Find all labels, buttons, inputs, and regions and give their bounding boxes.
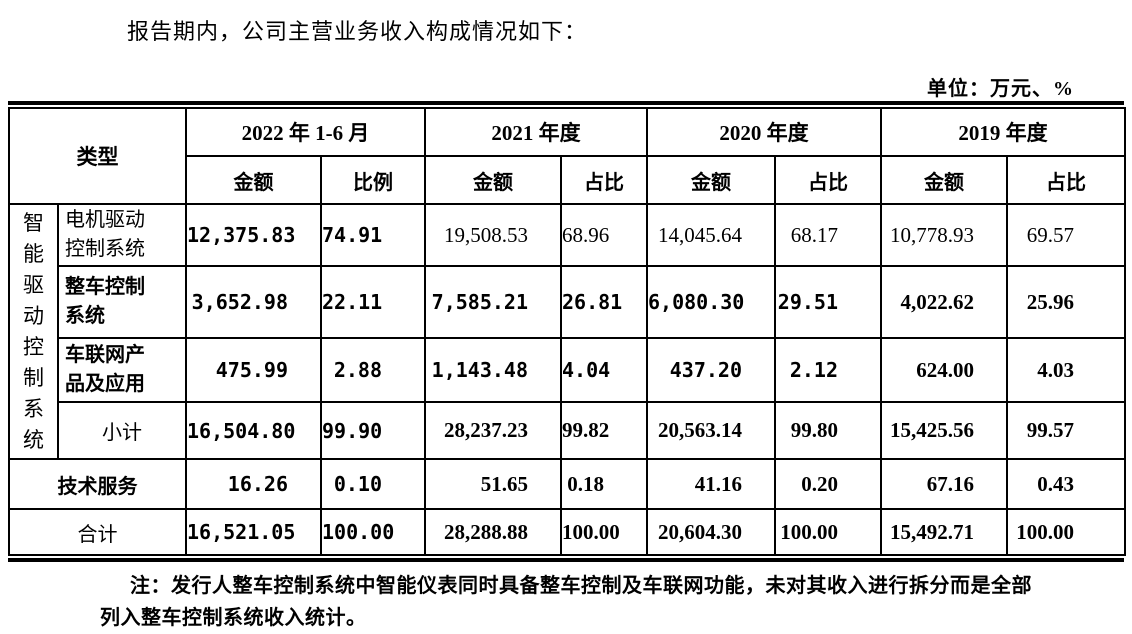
ratio-cell: 29.51 — [774, 265, 882, 339]
table-row-subtotal: 小计 16,504.80 99.90 28,237.23 99.82 20,56… — [9, 401, 1126, 460]
ratio-cell: 26.81 — [560, 265, 648, 339]
header-amount-2020: 金额 — [646, 155, 776, 205]
ratio-cell: 100.00 — [320, 508, 426, 556]
ratio-cell: 0.18 — [560, 458, 648, 510]
footnote: 注：发行人整车控制系统中智能仪表同时具备整车控制及车联网功能，未对其收入进行拆分… — [100, 575, 1032, 629]
ratio-cell: 99.90 — [320, 401, 426, 460]
amount-cell: 16.26 — [185, 458, 322, 510]
amount-cell: 7,585.21 — [424, 265, 562, 339]
ratio-cell: 99.80 — [774, 401, 882, 460]
row-label: 技术服务 — [8, 458, 187, 510]
ratio-cell: 99.57 — [1006, 401, 1126, 460]
amount-cell: 20,563.14 — [646, 401, 776, 460]
ratio-cell: 0.10 — [320, 458, 426, 510]
ratio-cell: 25.96 — [1006, 265, 1126, 339]
amount-cell: 51.65 — [424, 458, 562, 510]
amount-cell: 6,080.30 — [646, 265, 776, 339]
amount-cell: 1,143.48 — [424, 337, 562, 403]
amount-cell: 19,508.53 — [424, 203, 562, 267]
header-amount-2021: 金额 — [424, 155, 562, 205]
amount-cell: 41.16 — [646, 458, 776, 510]
header-type: 类型 — [8, 107, 187, 205]
revenue-table-wrapper: 类型 2022 年 1-6 月 2021 年度 2020 年度 2019 年度 … — [8, 101, 1126, 562]
header-ratio-2019: 占比 — [1006, 155, 1126, 205]
header-amount-2022: 金额 — [185, 155, 322, 205]
row-label: 合计 — [8, 508, 187, 556]
header-amount-2019: 金额 — [880, 155, 1008, 205]
header-ratio-2020: 占比 — [774, 155, 882, 205]
ratio-cell: 22.11 — [320, 265, 426, 339]
amount-cell: 3,652.98 — [185, 265, 322, 339]
table-row-total: 合计 16,521.05 100.00 28,288.88 100.00 20,… — [8, 508, 1126, 556]
ratio-cell: 4.03 — [1006, 337, 1126, 403]
row-label: 小计 — [57, 401, 187, 460]
amount-cell: 16,521.05 — [185, 508, 322, 556]
ratio-cell: 4.04 — [560, 337, 648, 403]
amount-cell: 20,604.30 — [646, 508, 776, 556]
ratio-cell: 2.12 — [774, 337, 882, 403]
amount-cell: 67.16 — [880, 458, 1008, 510]
row-label: 车联网产 品及应用 — [57, 337, 187, 403]
amount-cell: 4,022.62 — [880, 265, 1008, 339]
ratio-cell: 68.96 — [560, 203, 648, 267]
header-period-2019: 2019 年度 — [880, 107, 1126, 157]
amount-cell: 475.99 — [185, 337, 322, 403]
amount-cell: 624.00 — [880, 337, 1008, 403]
ratio-cell: 99.82 — [560, 401, 648, 460]
row-label: 电机驱动 控制系统 — [57, 203, 187, 267]
ratio-cell: 2.88 — [320, 337, 426, 403]
unit-label: 单位：万元、% — [927, 78, 1074, 100]
row-label: 整车控制 系统 — [57, 265, 187, 339]
amount-cell: 437.20 — [646, 337, 776, 403]
amount-cell: 14,045.64 — [646, 203, 776, 267]
header-row-periods: 类型 2022 年 1-6 月 2021 年度 2020 年度 2019 年度 — [8, 107, 1126, 205]
amount-cell: 15,492.71 — [880, 508, 1008, 556]
amount-cell: 16,504.80 — [185, 401, 322, 460]
revenue-table: 类型 2022 年 1-6 月 2021 年度 2020 年度 2019 年度 … — [8, 107, 1126, 556]
header-period-2021: 2021 年度 — [424, 107, 648, 157]
amount-cell: 28,237.23 — [424, 401, 562, 460]
amount-cell: 12,375.83 — [185, 203, 322, 267]
intro-text: 报告期内，公司主营业务收入构成情况如下： — [127, 19, 588, 44]
ratio-cell: 100.00 — [560, 508, 648, 556]
ratio-cell: 100.00 — [774, 508, 882, 556]
amount-cell: 28,288.88 — [424, 508, 562, 556]
ratio-cell: 69.57 — [1006, 203, 1126, 267]
ratio-cell: 74.91 — [320, 203, 426, 267]
ratio-cell: 0.43 — [1006, 458, 1126, 510]
ratio-cell: 0.20 — [774, 458, 882, 510]
amount-cell: 10,778.93 — [880, 203, 1008, 267]
ratio-cell: 100.00 — [1006, 508, 1126, 556]
group-label-vertical: 智能驱动控制系统 — [8, 203, 59, 460]
table-row: 车联网产 品及应用 475.99 2.88 1,143.48 4.04 437.… — [9, 337, 1126, 403]
header-ratio-2022: 比例 — [320, 155, 426, 205]
ratio-cell: 68.17 — [774, 203, 882, 267]
header-period-2022: 2022 年 1-6 月 — [185, 107, 426, 157]
header-row-metrics: 金额 比例 金额 占比 金额 占比 金额 占比 — [9, 155, 1126, 205]
header-period-2020: 2020 年度 — [646, 107, 882, 157]
table-row-service: 技术服务 16.26 0.10 51.65 0.18 41.16 0.20 67… — [8, 458, 1126, 510]
table-row: 整车控制 系统 3,652.98 22.11 7,585.21 26.81 6,… — [9, 265, 1126, 339]
amount-cell: 15,425.56 — [880, 401, 1008, 460]
header-ratio-2021: 占比 — [560, 155, 648, 205]
table-row: 智能驱动控制系统 电机驱动 控制系统 12,375.83 74.91 19,50… — [8, 203, 1126, 460]
